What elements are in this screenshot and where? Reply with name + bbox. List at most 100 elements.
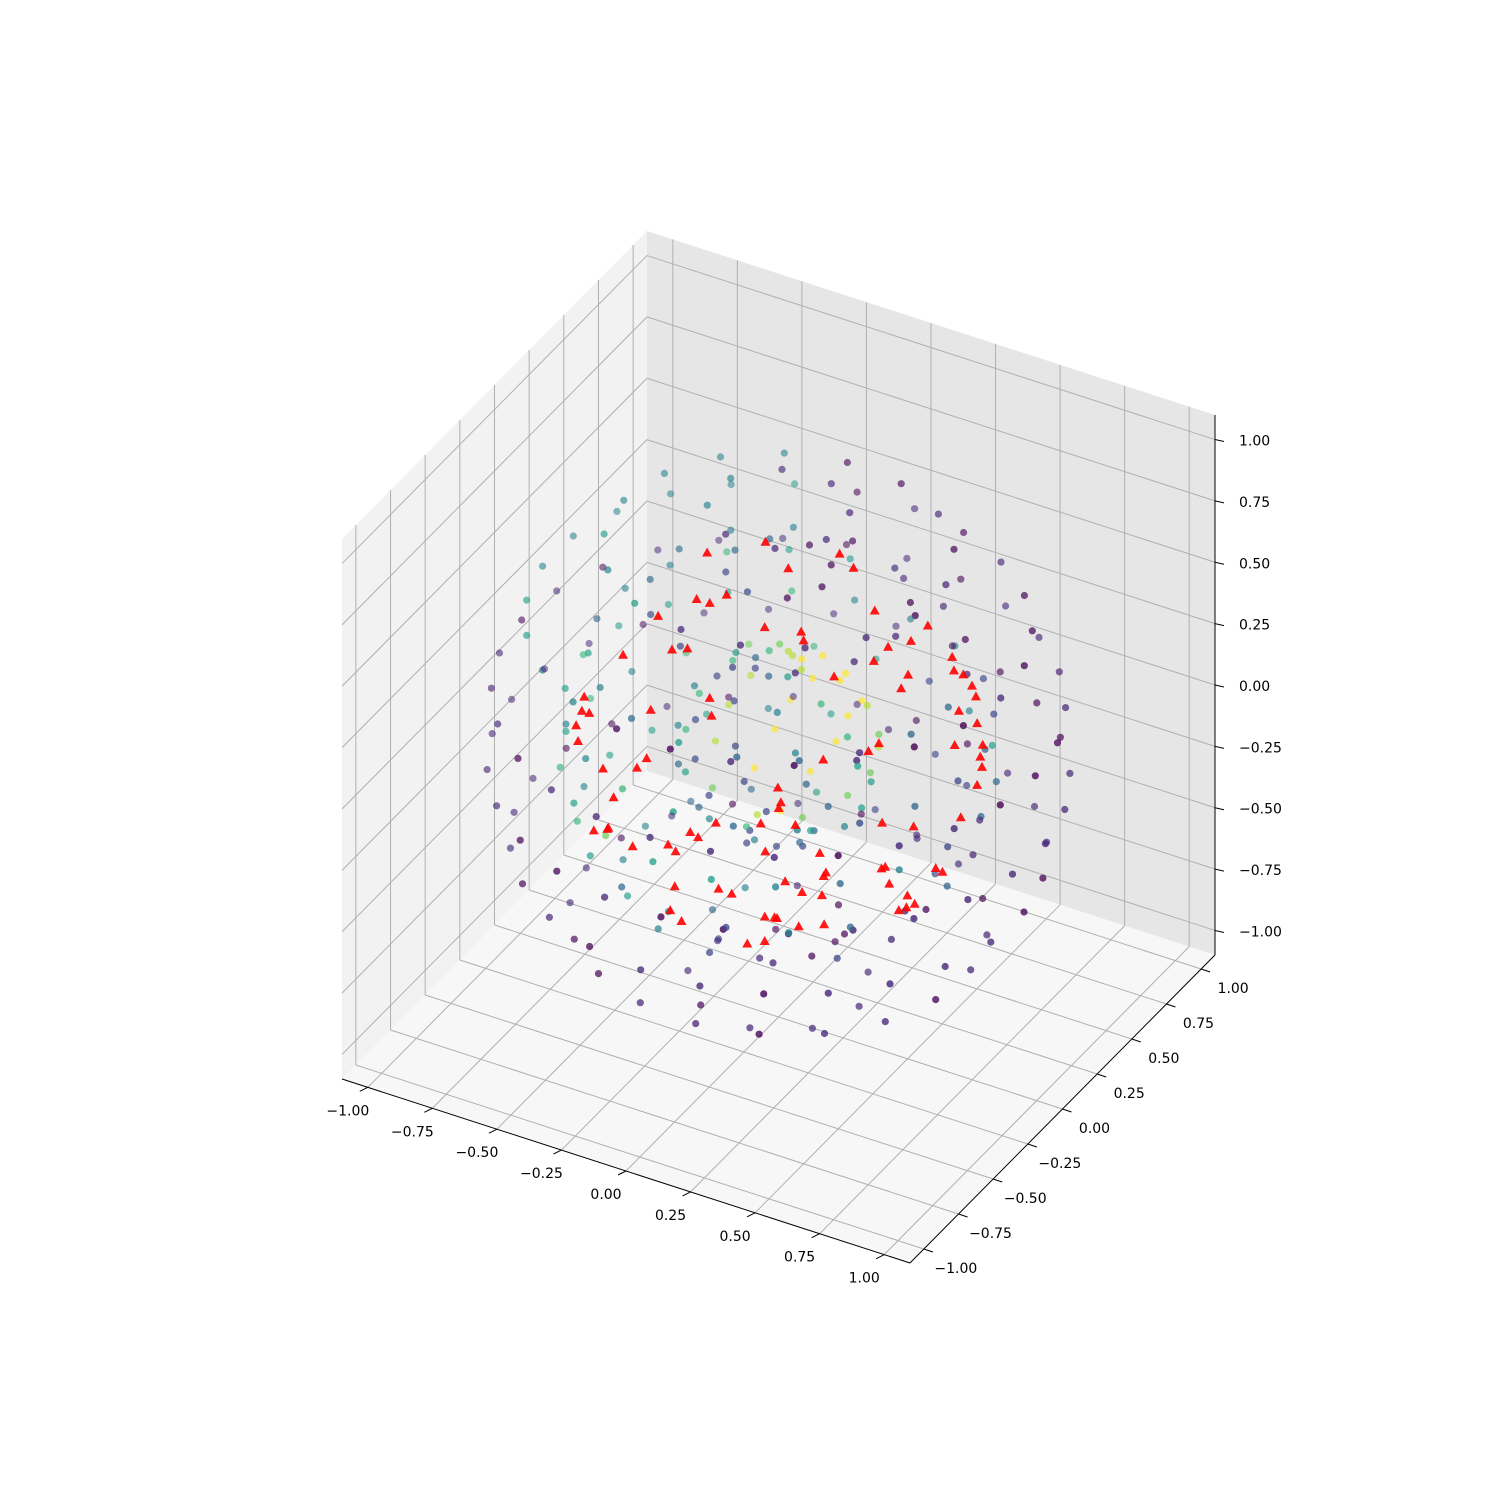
scatter-point	[646, 833, 654, 842]
scatter-point	[789, 692, 797, 701]
scatter-point	[770, 853, 778, 862]
triangle-point	[576, 705, 587, 715]
scatter-point	[690, 682, 699, 690]
scatter-point	[695, 689, 703, 698]
scatter-point	[580, 782, 588, 791]
scatter-point	[960, 528, 968, 537]
scatter-point	[732, 648, 740, 657]
scatter-point	[772, 883, 780, 891]
triangle-point	[702, 547, 713, 557]
scatter-point	[997, 694, 1005, 702]
scatter-point	[840, 822, 849, 831]
scatter-point	[794, 799, 802, 808]
scatter-point	[843, 733, 852, 741]
grid-z-left-5	[341, 439, 648, 748]
y-tick-5	[1097, 1073, 1107, 1078]
scatter-point	[753, 811, 761, 819]
y-tick-label: 0.50	[1148, 1051, 1179, 1067]
z-tick-1	[1214, 868, 1225, 872]
scatter-point	[851, 596, 859, 604]
x-tick-label: −0.75	[391, 1124, 434, 1140]
scatter-point	[990, 710, 998, 718]
scatter-point	[703, 710, 711, 718]
scatter-point	[819, 652, 827, 660]
triangle-point	[901, 902, 912, 912]
scatter-point	[830, 610, 838, 618]
scatter-point	[922, 905, 930, 914]
scatter-point	[988, 741, 996, 750]
scatter-point	[636, 999, 644, 1007]
scatter-point	[832, 737, 840, 746]
scatter-point	[545, 913, 554, 921]
scatter-point	[808, 1024, 817, 1032]
scatter-point	[516, 836, 524, 844]
scatter-point	[886, 980, 894, 988]
triangle-point	[759, 935, 770, 945]
triangle-point	[977, 739, 988, 749]
scatter-point	[637, 966, 645, 974]
scatter-point	[853, 488, 861, 496]
triangle-point	[893, 905, 904, 915]
triangle-point	[645, 704, 656, 714]
triangle-point	[713, 883, 724, 893]
scatter-point	[808, 952, 816, 960]
scatter-point	[624, 892, 632, 900]
z-tick-label: −0.75	[1239, 863, 1282, 879]
scatter-point	[820, 1029, 829, 1038]
scatter-point	[599, 563, 607, 571]
scatter-point	[836, 676, 844, 685]
scatter-point	[657, 913, 665, 921]
scatter-point	[579, 651, 587, 659]
scatter-point	[1030, 802, 1039, 811]
triangle-point	[653, 610, 664, 620]
scatter-point	[895, 866, 903, 874]
axis-panes	[342, 231, 1215, 1263]
scatter-point	[954, 777, 962, 785]
triangle-point	[721, 589, 732, 599]
scatter-point	[691, 755, 699, 763]
scatter-point	[523, 596, 531, 604]
scatter-point	[747, 785, 755, 793]
scatter-point	[884, 726, 893, 734]
triangle-point	[908, 821, 919, 831]
scatter-point	[862, 634, 870, 642]
scatter-point	[751, 664, 759, 672]
triangle-point	[573, 735, 584, 745]
scatter-point	[855, 1002, 863, 1010]
scatter-point	[723, 548, 731, 556]
scatter-point	[1062, 704, 1070, 712]
scatter-point	[1039, 874, 1047, 882]
scatter-point	[1061, 805, 1069, 814]
scatter-point	[1004, 769, 1012, 777]
scatter-point	[867, 778, 875, 786]
scatter-point	[795, 757, 803, 765]
scatter-point	[864, 968, 872, 976]
z-tick-3	[1214, 745, 1225, 749]
grid-y-bottom-6	[563, 854, 1132, 1040]
triangle-point	[704, 597, 715, 607]
scatter-point	[1020, 908, 1028, 916]
scatter-point	[540, 665, 549, 673]
scatter-point	[778, 465, 786, 473]
scatter-point	[666, 745, 674, 753]
scatter-point	[494, 720, 502, 728]
triangle-point	[631, 762, 642, 772]
triangle-point	[905, 635, 916, 645]
grid-z-left-6	[341, 377, 648, 687]
scatter-point	[791, 480, 799, 488]
scatter-point	[766, 535, 774, 543]
triangle-point	[685, 827, 696, 837]
scatter-point	[806, 767, 814, 775]
triangle-point	[955, 812, 966, 822]
triangle-point	[930, 863, 941, 873]
scatter-point	[976, 816, 984, 824]
z-tick-5	[1214, 623, 1225, 627]
scatter-point	[745, 640, 753, 648]
scatter-point	[785, 929, 793, 937]
scatter-point	[674, 760, 683, 768]
scatter-point	[802, 780, 810, 788]
triangle-point	[579, 691, 590, 701]
grid-z-back-6	[646, 377, 1216, 563]
scatter-point	[824, 802, 832, 811]
